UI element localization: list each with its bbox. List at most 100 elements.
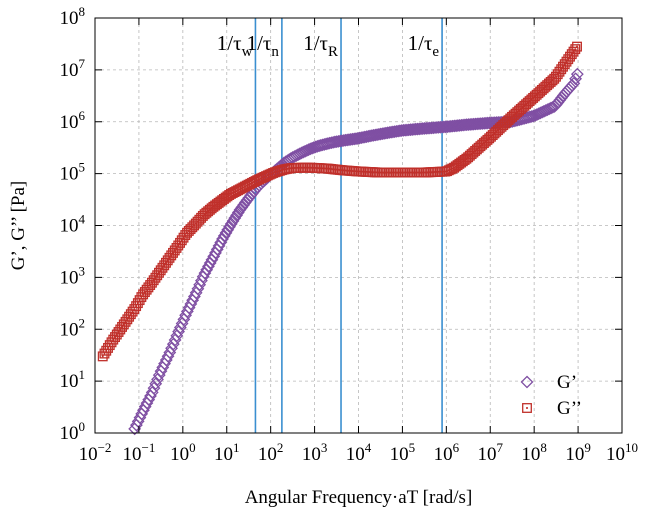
data-point-outline: [127, 306, 138, 317]
data-point-center: [235, 190, 238, 193]
data-point-center: [252, 181, 255, 183]
data-point-center: [238, 188, 241, 191]
data-point-center: [272, 172, 275, 174]
data-point-center: [128, 315, 130, 318]
data-point-center: [396, 171, 399, 174]
data-point-center: [504, 122, 506, 125]
data-point: [563, 54, 574, 65]
data-point-outline: [491, 126, 502, 137]
y-tick-label: 104: [60, 212, 86, 237]
data-point-center: [261, 176, 264, 179]
data-point-outline: [117, 321, 128, 332]
data-point-center: [122, 323, 125, 326]
data-point: [132, 298, 143, 309]
data-point-center: [374, 171, 376, 174]
data-point-outline: [122, 314, 133, 325]
data-point-center: [208, 208, 211, 211]
data-point-center: [532, 97, 535, 99]
data-point: [216, 232, 229, 246]
data-point-center: [245, 184, 248, 187]
data-point: [559, 59, 570, 70]
y-tick-label: 102: [60, 315, 86, 340]
data-point-center: [284, 168, 287, 171]
data-point-center: [210, 207, 213, 210]
data-point-outline: [496, 121, 507, 132]
data-point-center: [337, 168, 340, 171]
data-point-center: [266, 174, 269, 177]
data-point: [168, 333, 182, 347]
data-point-center: [533, 95, 536, 98]
data-point-center: [331, 168, 334, 171]
data-point: [99, 348, 110, 359]
data-point-center: [460, 161, 462, 164]
data-point-center: [468, 154, 471, 157]
data-point: [108, 334, 119, 345]
data-point-center: [268, 173, 271, 176]
data-point-center: [370, 171, 373, 174]
data-point-center: [519, 108, 522, 110]
data-point-outline: [559, 59, 570, 70]
data-point-center: [497, 129, 499, 131]
data-point-center: [281, 169, 283, 172]
data-point-center: [360, 170, 362, 173]
data-point-center: [226, 195, 229, 198]
data-point-center: [402, 171, 405, 174]
data-point-outline: [103, 342, 113, 353]
data-point-outline: [547, 75, 558, 86]
y-axis-label: G’, G’’ [Pa]: [8, 181, 29, 271]
data-point-center: [567, 58, 570, 61]
data-point-center: [405, 171, 408, 174]
data-point: [572, 41, 582, 52]
data-point-outline: [106, 337, 117, 348]
data-point-center: [302, 166, 304, 169]
data-point-outline: [115, 324, 126, 335]
data-point-outline: [498, 120, 509, 131]
x-tick-label: 104: [346, 440, 372, 465]
data-point-center: [444, 170, 447, 173]
data-point-outline: [132, 298, 143, 309]
data-point-center: [324, 167, 327, 170]
data-point: [496, 121, 507, 132]
data-point-center: [425, 171, 427, 174]
data-point: [494, 123, 505, 134]
data-point-outline: [146, 277, 157, 288]
data-point-center: [474, 150, 477, 152]
data-point-center: [574, 48, 577, 51]
data-point-outline: [97, 351, 108, 362]
data-point-outline: [120, 316, 131, 327]
data-point: [162, 255, 173, 266]
data-point-center: [565, 60, 568, 63]
data-point-center: [377, 171, 380, 174]
data-point-center: [453, 166, 455, 169]
x-tick-label: 103: [302, 440, 328, 465]
data-point-center: [483, 142, 485, 144]
data-point: [101, 345, 112, 356]
data-point-center: [286, 167, 289, 170]
data-point-center: [165, 261, 167, 264]
data-point-center: [115, 333, 118, 336]
data-point-center: [558, 70, 561, 73]
data-point-center: [440, 170, 443, 173]
data-point-center: [330, 168, 332, 170]
data-point: [170, 329, 184, 343]
legend: G’ G’’: [520, 372, 582, 419]
data-point-outline: [148, 275, 159, 286]
data-point-center: [382, 171, 385, 174]
legend-marker-outline: [522, 403, 532, 413]
data-point-outline: [118, 319, 129, 330]
y-tick-label: 103: [60, 263, 86, 288]
data-point-center: [275, 170, 278, 173]
data-point-center: [107, 347, 109, 349]
data-point: [115, 324, 126, 335]
data-point-center: [321, 167, 324, 170]
legend-marker: [520, 375, 534, 389]
data-point-outline: [152, 270, 163, 281]
data-point-center: [133, 308, 136, 310]
data-point-center: [500, 125, 503, 128]
data-point-center: [416, 171, 419, 174]
data-point-center: [135, 305, 138, 308]
legend-label: G’’: [557, 398, 582, 419]
data-point-outline: [161, 257, 171, 268]
data-point-center: [511, 115, 513, 118]
data-point-center: [161, 266, 164, 269]
